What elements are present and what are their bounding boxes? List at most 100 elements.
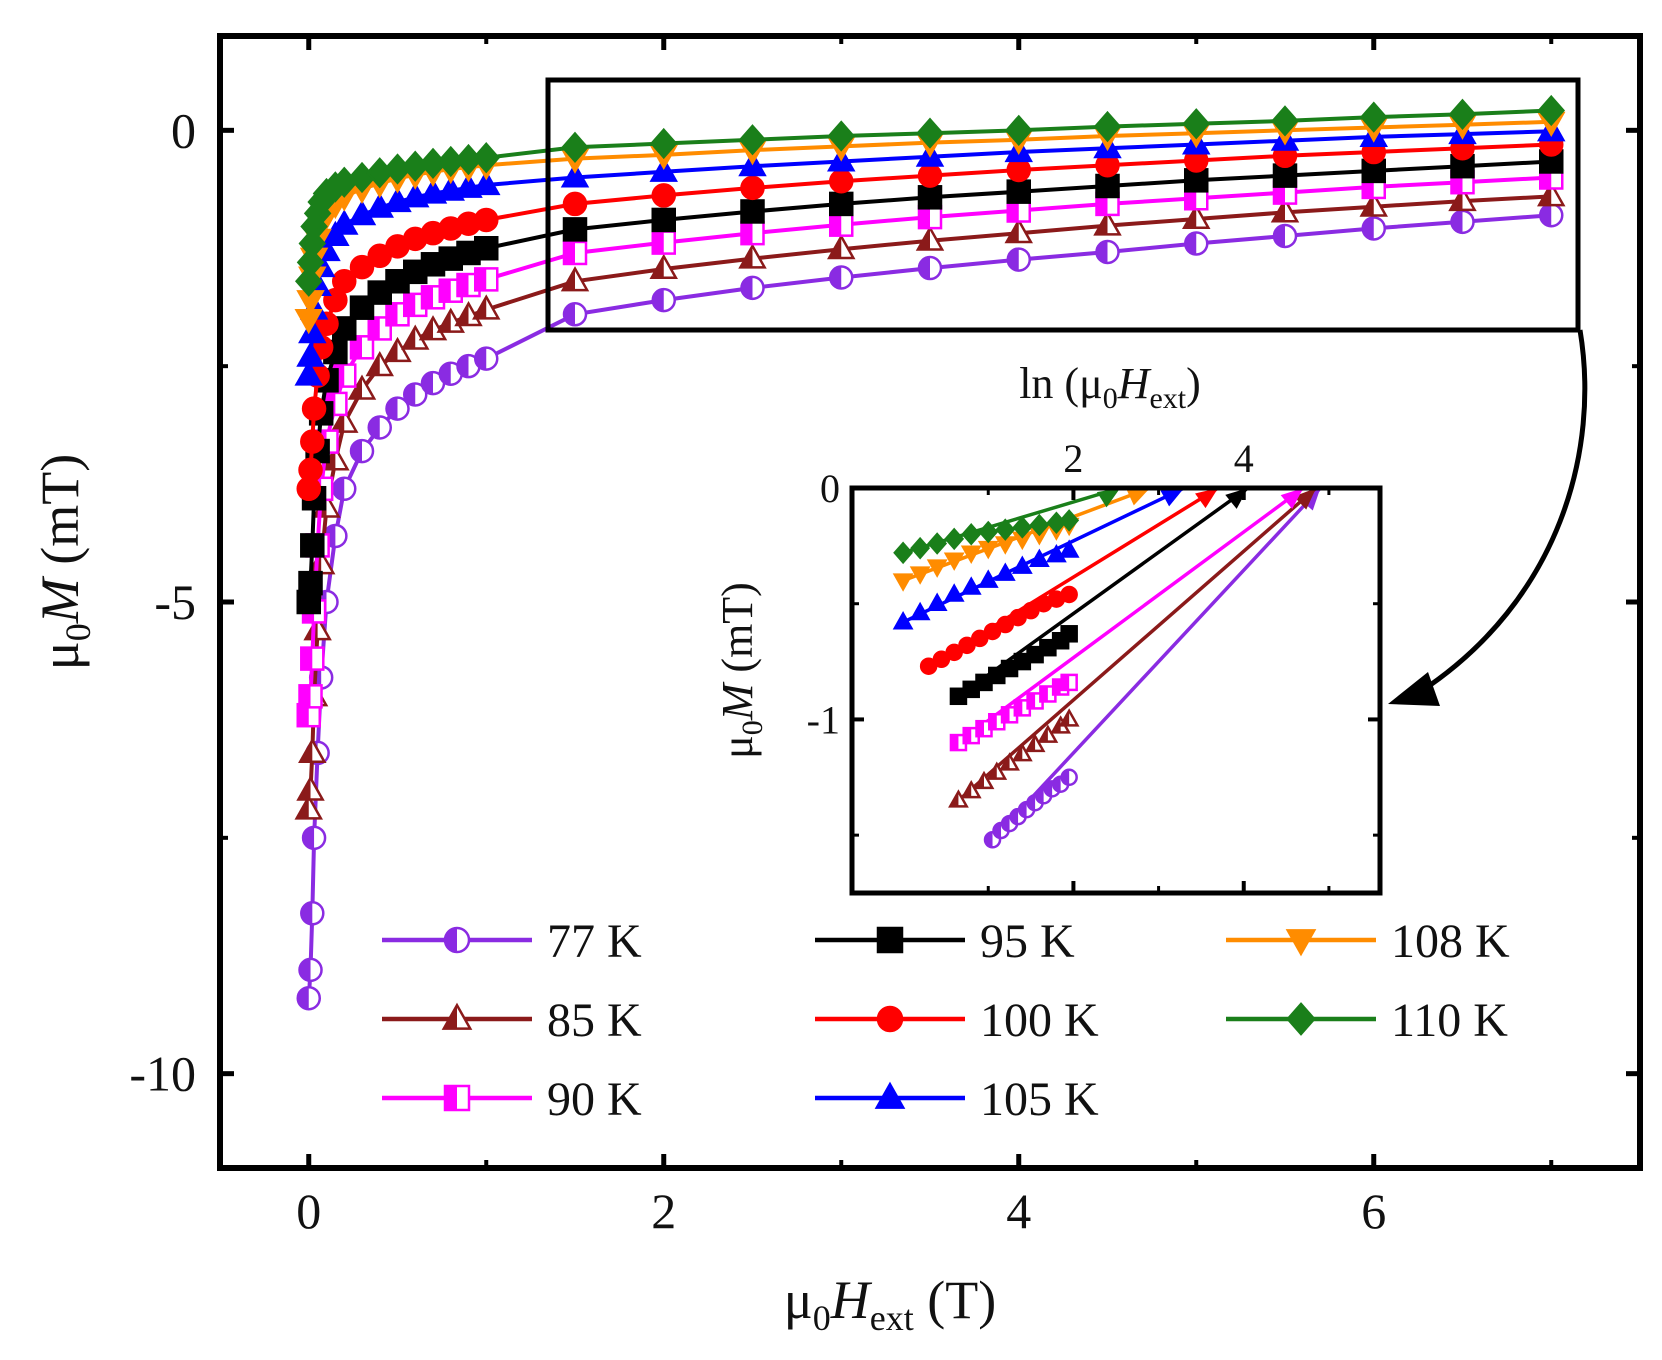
inset-data-point — [1058, 708, 1080, 727]
marker-shape — [1060, 585, 1078, 604]
data-point — [1537, 181, 1566, 207]
marker-shape — [1093, 110, 1122, 143]
marker-shape — [910, 536, 931, 560]
marker-fill — [1061, 769, 1070, 785]
marker-shape — [978, 520, 999, 544]
marker-shape — [562, 217, 588, 242]
marker-shape — [738, 124, 767, 156]
marker-shape — [916, 117, 944, 149]
marker-shape — [876, 1005, 904, 1033]
inset-data-point — [943, 583, 965, 602]
marker-shape — [294, 265, 323, 297]
marker-shape — [829, 191, 854, 217]
data-point — [1182, 203, 1211, 230]
marker-fill — [1096, 192, 1108, 215]
inset-data-point — [1011, 555, 1033, 574]
data-point — [915, 225, 945, 251]
inset-data-point — [927, 532, 948, 555]
data-point — [916, 117, 944, 149]
inset-data-point — [1028, 548, 1050, 567]
marker-fill — [1362, 175, 1374, 198]
marker-shape — [1006, 157, 1031, 183]
inset-arrowhead — [1195, 488, 1219, 509]
marker-fill — [1061, 674, 1070, 690]
data-point — [1182, 108, 1211, 140]
inset-data-point — [1058, 539, 1080, 558]
inset-x-axis-title: ln (μ0Hext) — [1019, 359, 1201, 415]
legend-marker — [1286, 1002, 1316, 1036]
marker-shape — [944, 527, 965, 551]
inset-data-point — [975, 719, 993, 738]
marker-fill — [993, 823, 1002, 839]
inset-y-tick-label: -1 — [807, 697, 840, 742]
inset-data-point — [926, 592, 948, 611]
inset-series-95-k — [949, 486, 1250, 706]
marker-fill — [475, 268, 487, 291]
marker-shape — [651, 183, 676, 208]
inset-arrowhead — [1126, 488, 1151, 506]
marker-fill — [1451, 171, 1463, 194]
marker-shape — [917, 163, 943, 188]
marker-shape — [298, 227, 327, 260]
inset-fit-line — [957, 486, 1318, 802]
marker-fill — [443, 1005, 457, 1029]
data-point — [917, 185, 943, 210]
legend-marker — [441, 1002, 473, 1030]
data-point — [294, 265, 323, 297]
marker-fill — [475, 347, 487, 370]
x-tick-label: 2 — [651, 1183, 676, 1239]
inset-data-point — [1012, 516, 1033, 539]
marker-shape — [1182, 108, 1211, 140]
marker-fill — [741, 276, 753, 299]
marker-shape — [472, 169, 501, 196]
data-point — [827, 233, 856, 260]
data-point — [349, 438, 375, 464]
inset-plot: 2 4 0 -1 ln (μ0Hext) μ0M (mT) — [713, 359, 1383, 896]
marker-shape — [298, 570, 323, 596]
main-plot-area — [294, 94, 1566, 1011]
marker-fill — [385, 339, 398, 361]
marker-fill — [562, 268, 575, 291]
data-point — [301, 825, 327, 851]
data-point — [403, 382, 428, 407]
inset-data-point — [1013, 699, 1032, 717]
marker-fill — [351, 336, 362, 359]
legend-label: 85 K — [547, 994, 642, 1047]
marker-shape — [349, 254, 375, 280]
marker-shape — [893, 541, 914, 565]
data-point — [651, 207, 676, 233]
zoom-annotation — [545, 77, 1588, 706]
marker-shape — [298, 317, 327, 344]
marker-shape — [917, 185, 943, 210]
inset-arrowhead — [1293, 488, 1317, 510]
inset-data-point — [949, 733, 968, 752]
data-point — [298, 457, 323, 483]
x-axis-title: μ0Hext (T) — [784, 1270, 996, 1338]
marker-fill — [1002, 707, 1010, 723]
marker-fill — [439, 362, 451, 385]
marker-shape — [1448, 98, 1477, 130]
marker-shape — [474, 236, 499, 261]
marker-shape — [560, 162, 590, 188]
data-point — [365, 350, 394, 377]
marker-fill — [368, 317, 380, 340]
data-point — [738, 124, 767, 156]
data-point — [298, 737, 327, 763]
inset-data-point — [943, 552, 965, 571]
legend-entry: 108 K — [1226, 915, 1510, 968]
marker-fill — [950, 791, 959, 807]
data-point — [474, 267, 499, 292]
legend-marker — [1285, 929, 1317, 957]
inset-data-point — [995, 518, 1016, 541]
marker-shape — [1095, 173, 1120, 199]
marker-fill — [386, 303, 398, 326]
marker-fill — [1053, 776, 1061, 792]
data-point — [294, 794, 323, 820]
marker-fill — [457, 355, 469, 378]
marker-shape — [740, 199, 765, 224]
data-point — [296, 775, 325, 801]
marker-fill — [830, 213, 842, 236]
marker-shape — [994, 562, 1016, 581]
marker-fill — [1362, 217, 1374, 240]
data-point — [561, 131, 589, 163]
